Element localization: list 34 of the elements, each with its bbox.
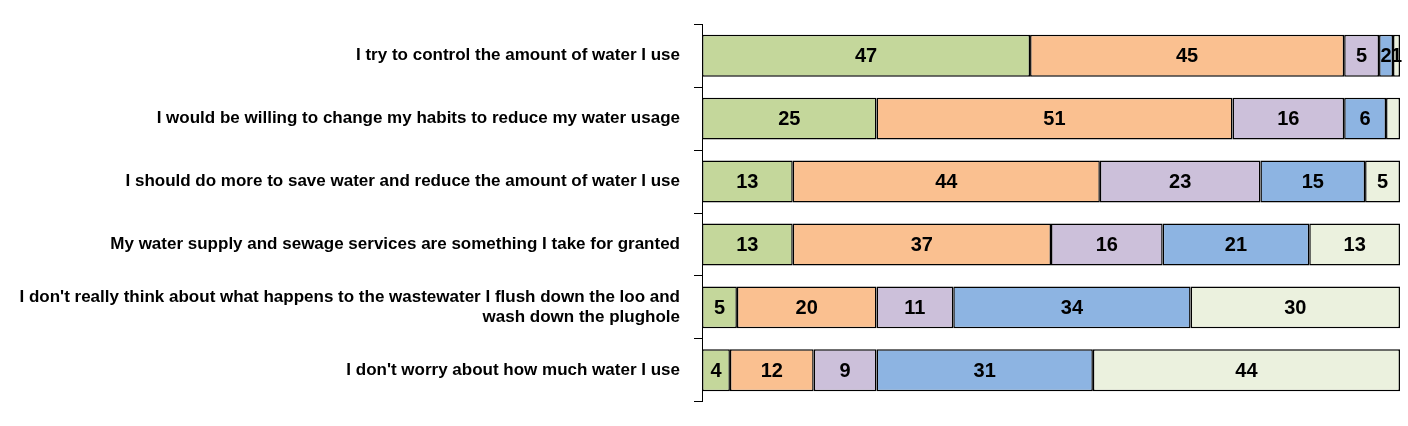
data-label: 9 xyxy=(839,358,851,381)
data-label: 11 xyxy=(904,295,926,318)
y-tick-label: I don't worry about how much water I use xyxy=(346,360,680,380)
y-tick-label: I try to control the amount of water I use xyxy=(356,45,680,65)
data-label: 5 xyxy=(1376,170,1389,193)
data-label: 45 xyxy=(1175,44,1199,67)
data-label: 34 xyxy=(1060,295,1084,318)
data-label: 16 xyxy=(1277,107,1300,130)
data-label: 37 xyxy=(910,232,933,255)
y-tick-label: I would be willing to change my habits to reduce my water usage xyxy=(156,108,680,128)
data-label: 5 xyxy=(1356,44,1368,67)
data-label: 21 xyxy=(1224,232,1248,255)
data-label: 44 xyxy=(1235,358,1259,381)
data-label: 13 xyxy=(1343,232,1366,255)
data-label: 16 xyxy=(1095,232,1118,255)
data-label: 13 xyxy=(736,232,759,255)
data-label: 51 xyxy=(1043,107,1066,130)
data-label: 25 xyxy=(778,107,801,130)
data-label: 30 xyxy=(1284,295,1307,318)
y-tick-label: I should do more to save water and reduce the amount of water I use xyxy=(125,171,680,191)
data-label: 12 xyxy=(760,358,783,381)
y-tick-label: I don't really think about what happens to the wastewater I flush down the loo and wash down the plughole xyxy=(19,286,680,327)
data-label: 6 xyxy=(1359,107,1371,130)
data-label: 44 xyxy=(935,170,959,193)
data-label: 5 xyxy=(713,295,726,318)
y-tick-label: My water supply and sewage services are something I take for granted xyxy=(110,234,680,254)
data-label: 2 xyxy=(1380,44,1392,67)
data-label: 20 xyxy=(795,295,818,318)
data-label: 15 xyxy=(1301,170,1324,193)
data-label: 47 xyxy=(854,44,878,67)
data-label: 31 xyxy=(973,358,996,381)
data-label: 13 xyxy=(736,170,759,193)
data-label: 23 xyxy=(1169,170,1192,193)
data-label: 4 xyxy=(710,358,723,381)
